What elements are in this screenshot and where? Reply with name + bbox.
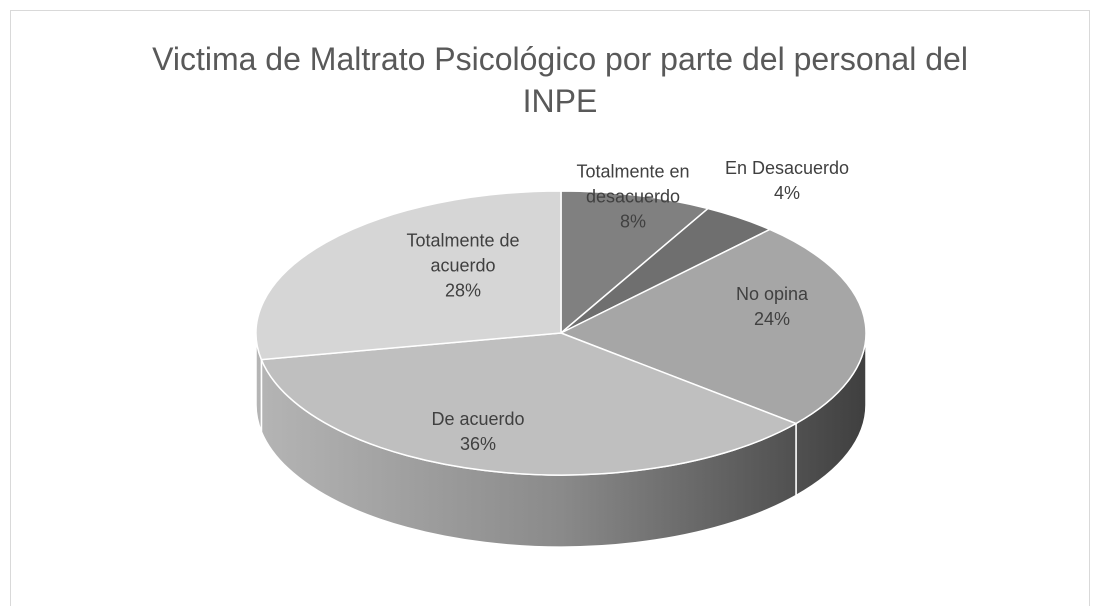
chart-frame: [10, 10, 1090, 606]
value-label: 28%: [444, 280, 482, 301]
data-label: No opina 24%: [702, 282, 842, 332]
data-label: De acuerdo 36%: [408, 407, 548, 457]
pie-slice: [560, 190, 710, 335]
data-label: Totalmente de acuerdo 28%: [388, 229, 538, 304]
value-label: 8%: [619, 211, 646, 232]
category-label: En Desacuerdo: [724, 158, 850, 178]
category-label: De acuerdo: [431, 409, 525, 429]
data-label: Totalmente en desacuerdo 8%: [553, 160, 713, 235]
chart-title: Victima de Maltrato Psicológico por part…: [152, 41, 968, 119]
category-label: Totalmente de acuerdo: [406, 230, 520, 276]
data-label: En Desacuerdo 4%: [702, 156, 872, 206]
category-label: No opina: [735, 284, 809, 304]
pie-slice: [260, 332, 798, 476]
value-label: 4%: [773, 183, 800, 203]
value-label: 36%: [459, 434, 497, 454]
category-label: Totalmente en desacuerdo: [576, 161, 690, 207]
pie-slice: [255, 190, 562, 361]
pie-slice: [559, 228, 867, 425]
value-label: 24%: [753, 309, 791, 329]
